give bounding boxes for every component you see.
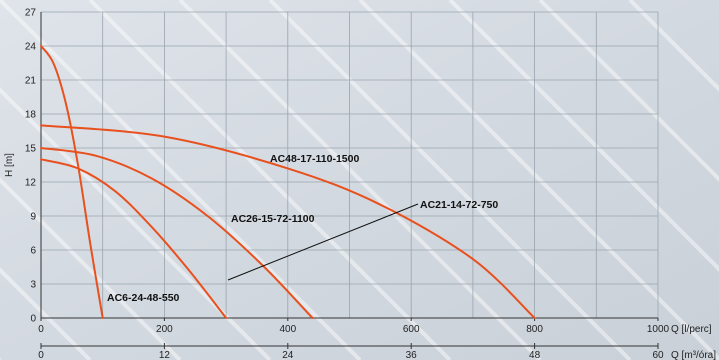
y-tick-label: 27 — [25, 8, 37, 19]
x2-tick-label: 0 — [38, 350, 44, 360]
x-tick-label: 400 — [279, 324, 296, 335]
y-tick-label: 0 — [30, 314, 36, 325]
background-streak — [538, 0, 719, 182]
background-streak — [448, 0, 719, 272]
y-tick-label: 3 — [30, 280, 36, 291]
x2-axis-label: Q [m³/óra] — [671, 350, 716, 360]
series-label: AC21-14-72-750 — [420, 199, 498, 211]
y-tick-label: 15 — [25, 144, 37, 155]
x-tick-label: 1000 — [647, 324, 670, 335]
x2-tick-label: 36 — [406, 350, 418, 360]
background-streak — [0, 87, 272, 360]
background-streak — [0, 0, 360, 360]
x2-tick-label: 24 — [282, 350, 294, 360]
x-tick-label: 800 — [526, 324, 543, 335]
series-line — [40, 45, 104, 319]
series-line — [40, 147, 314, 319]
y-tick-label: 18 — [25, 110, 37, 121]
y-tick-label: 21 — [25, 76, 37, 87]
y-tick-label: 12 — [25, 178, 37, 189]
x-axis-label: Q [l/perc] — [671, 324, 712, 335]
background-streak — [178, 0, 542, 360]
series-label: AC26-15-72-1100 — [231, 213, 315, 225]
leader-line — [227, 203, 419, 281]
x-tick-label: 200 — [156, 324, 173, 335]
y-tick-label: 6 — [30, 246, 36, 257]
y-tick-label: 24 — [25, 42, 37, 53]
series-label: AC48-17-110-1500 — [270, 153, 359, 165]
y-axis-label: H [m] — [4, 153, 15, 177]
background-streak — [88, 0, 452, 360]
x-tick-label: 0 — [38, 324, 44, 335]
background-streak — [0, 267, 92, 360]
background-streak — [0, 177, 182, 360]
x2-tick-label: 48 — [529, 350, 541, 360]
x-tick-label: 600 — [403, 324, 420, 335]
x2-tick-label: 60 — [652, 350, 664, 360]
series-line — [40, 124, 536, 319]
series-line — [40, 158, 228, 319]
x2-tick-label: 12 — [159, 350, 171, 360]
series-label: AC6-24-48-550 — [107, 292, 180, 304]
background-streak — [358, 0, 719, 360]
background-streak — [268, 0, 632, 360]
background-streak — [628, 0, 719, 92]
y-tick-label: 9 — [30, 212, 36, 223]
